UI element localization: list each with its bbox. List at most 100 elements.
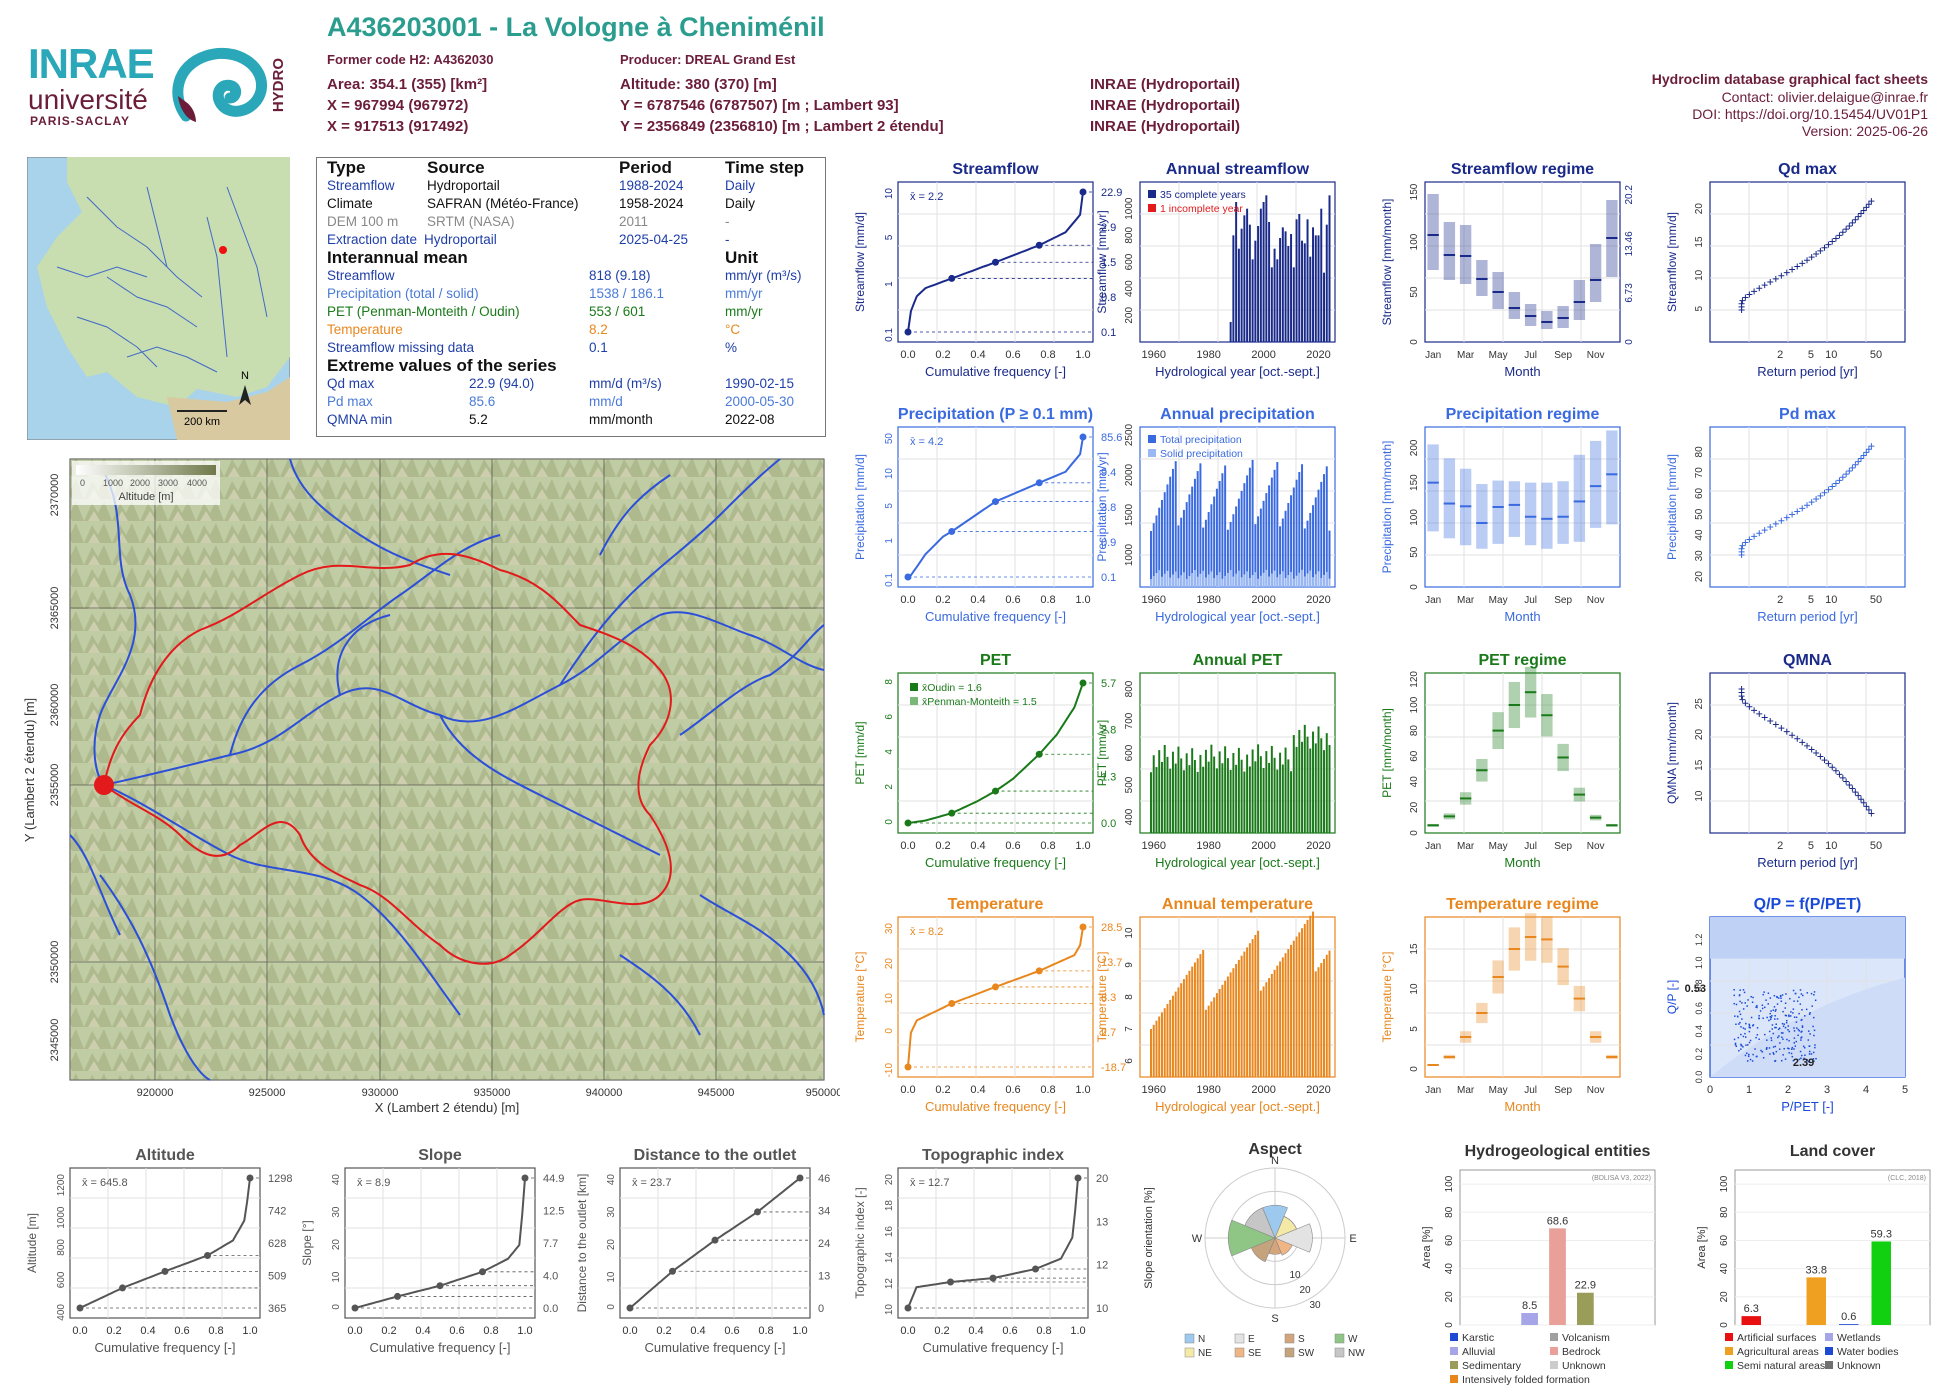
- qp-point: [1777, 997, 1780, 999]
- bar: [1243, 951, 1246, 1077]
- return-point: [1799, 505, 1806, 512]
- legend-label: NE: [1198, 1348, 1212, 1359]
- x-axis-label: Cumulative frequency [-]: [370, 1340, 511, 1355]
- return-point: [1860, 799, 1867, 806]
- return-point: [1846, 782, 1853, 788]
- return-point: [1863, 204, 1870, 211]
- qp-point: [1776, 1018, 1779, 1020]
- x-tick: Jan: [1425, 350, 1441, 361]
- bar: [1158, 1016, 1161, 1077]
- bar: [1191, 966, 1194, 1077]
- return-point: [1865, 806, 1872, 813]
- basin-outline: [102, 552, 672, 965]
- qp-point: [1746, 1005, 1748, 1007]
- legend-swatch: [1450, 1361, 1458, 1369]
- bar: [1309, 915, 1312, 1077]
- bar: [1270, 267, 1273, 342]
- qp-point: [1755, 1006, 1757, 1008]
- x-tick: 50: [1870, 594, 1882, 606]
- y-axis-label: Distance to the outlet [km]: [575, 1174, 589, 1313]
- return-point: [1789, 266, 1796, 273]
- qp-point: [1766, 1039, 1768, 1041]
- x-tick: 2020: [1306, 840, 1330, 852]
- y-tick: 80: [1719, 1206, 1730, 1218]
- qp-point: [1765, 1048, 1768, 1050]
- map-ytick: 2345000: [49, 1019, 61, 1062]
- return-point: [1868, 198, 1875, 205]
- qp-point: [1812, 1058, 1815, 1060]
- bar: [1152, 1024, 1155, 1077]
- qp-point: [1776, 1003, 1779, 1005]
- x-tick: 1.0: [1075, 1084, 1090, 1096]
- x-tick: 0.6: [1002, 1325, 1017, 1337]
- quantile-point: [76, 1304, 84, 1312]
- qp-point: [1785, 1019, 1788, 1022]
- qp-point: [1752, 1053, 1754, 1056]
- altitude: Altitude: 380 (370) [m]: [620, 76, 777, 93]
- qp-point: [1804, 1015, 1806, 1017]
- bar-solid: [1210, 571, 1213, 587]
- y-tick: 60: [1694, 487, 1705, 499]
- y-axis-label: Streamflow [mm/month]: [1380, 199, 1394, 326]
- x-tick: 0.0: [900, 349, 915, 361]
- legend-swatch: [1234, 1333, 1245, 1344]
- x-tick: Nov: [1587, 841, 1605, 852]
- legend-label: Agricultural areas: [1737, 1346, 1819, 1358]
- x-tick: 50: [1870, 349, 1882, 361]
- x-tick: 0.0: [900, 1084, 915, 1096]
- y-tick: 0: [1409, 1066, 1420, 1072]
- legend-label: Unknown: [1562, 1360, 1606, 1372]
- bar: [1328, 745, 1331, 833]
- qp-point: [1798, 1030, 1801, 1032]
- legend-swatch: [1284, 1333, 1295, 1344]
- quantile-point: [1079, 923, 1087, 931]
- qp-point: [1769, 997, 1772, 999]
- bar: [1298, 729, 1301, 833]
- bar-solid: [1295, 575, 1298, 587]
- doi-link[interactable]: DOI: https://doi.org/10.15454/UV01P1: [1692, 106, 1928, 122]
- y-axis-label: Temperature [°C]: [1380, 952, 1394, 1043]
- return-point: [1789, 511, 1796, 518]
- y-tick: 150: [1409, 183, 1420, 200]
- return-point: [1742, 294, 1749, 301]
- bar: [1251, 459, 1254, 587]
- bar: [1871, 1241, 1891, 1325]
- qp-point: [1811, 1005, 1813, 1007]
- row-type: Extraction date: [327, 232, 418, 247]
- bar: [1237, 959, 1240, 1077]
- qp-point: [1781, 1036, 1783, 1039]
- right-title: Hydroclim database graphical fact sheets: [1651, 71, 1928, 87]
- return-point: [1778, 272, 1785, 279]
- x-tick: 0.8: [758, 1325, 773, 1337]
- bar: [1262, 986, 1265, 1077]
- y-axis-label: Area [%]: [1696, 1226, 1708, 1268]
- qp-point: [1771, 1024, 1774, 1026]
- x-tick: 10: [1825, 594, 1837, 606]
- right-tick: 28.5: [1101, 922, 1122, 934]
- left-tick: 20: [331, 1239, 342, 1251]
- bar: [1235, 964, 1238, 1077]
- quantile-point: [246, 1174, 254, 1182]
- bar: [1248, 467, 1251, 587]
- bar: [1268, 222, 1271, 342]
- return-point: [1839, 474, 1846, 481]
- left-tick: 10: [884, 468, 895, 480]
- bar: [1182, 770, 1185, 833]
- y-tick: 0: [1409, 339, 1420, 345]
- y-tick: 0: [1444, 1322, 1455, 1328]
- legend-label: E: [1248, 1334, 1255, 1345]
- qp-point: [1798, 1012, 1800, 1015]
- bar: [1284, 953, 1287, 1077]
- x-axis-label: Cumulative frequency [-]: [925, 855, 1066, 870]
- y-tick: 20: [1444, 1291, 1455, 1303]
- qp-point: [1748, 1024, 1751, 1027]
- x-tick: 2000: [1251, 594, 1275, 606]
- map-xtick: 925000: [249, 1087, 286, 1099]
- qp-point: [1774, 1060, 1776, 1062]
- regime-box: [1443, 458, 1456, 539]
- row-source: SRTM (NASA): [427, 214, 515, 229]
- return-point: [1821, 244, 1828, 251]
- bar-solid: [1309, 570, 1312, 587]
- bar: [1325, 954, 1328, 1077]
- x-tick: Jul: [1524, 841, 1537, 852]
